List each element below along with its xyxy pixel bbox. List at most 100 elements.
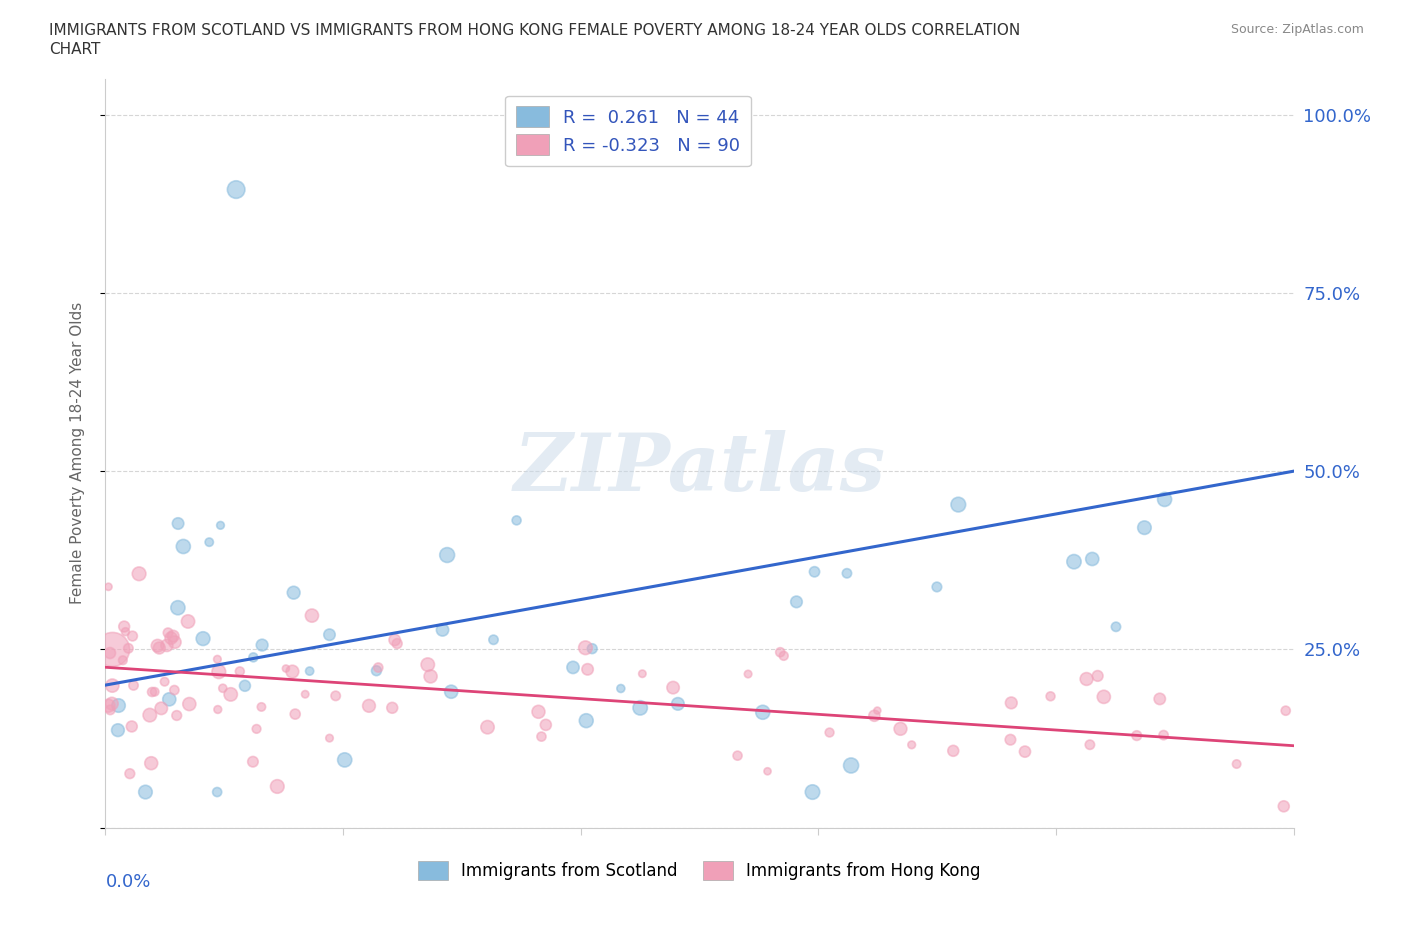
Point (98, 702, 121, 717)
Point (769, 644, 792, 659)
Point (101, 678, 124, 693)
Point (628, 700, 651, 715)
Point (153, 674, 176, 689)
Point (163, 634, 186, 649)
Point (1274, 703, 1296, 718)
Point (1076, 671, 1098, 686)
Point (219, 687, 242, 702)
Point (530, 729, 553, 744)
Text: ZIPatlas: ZIPatlas (513, 430, 886, 507)
Point (97, 579, 120, 594)
Point (785, 594, 807, 609)
Point (112, 619, 135, 634)
Point (107, 723, 129, 737)
Point (527, 704, 550, 719)
Point (333, 752, 356, 767)
Point (101, 697, 124, 711)
Point (1149, 692, 1171, 707)
Point (662, 680, 685, 695)
Point (482, 632, 505, 647)
Point (101, 642, 124, 657)
Point (325, 688, 347, 703)
Point (148, 641, 170, 656)
Point (242, 754, 264, 769)
Point (209, 518, 232, 533)
Point (233, 678, 256, 693)
Text: CHART: CHART (49, 42, 101, 57)
Point (889, 722, 911, 737)
Point (367, 660, 389, 675)
Point (900, 737, 922, 752)
Point (250, 699, 273, 714)
Point (150, 701, 173, 716)
Point (205, 785, 228, 800)
Point (118, 766, 141, 781)
Point (156, 638, 179, 653)
Point (128, 566, 150, 581)
Point (121, 719, 143, 734)
Text: 0.0%: 0.0% (105, 872, 150, 891)
Point (1126, 728, 1149, 743)
Point (141, 684, 163, 699)
Point (863, 709, 886, 724)
Text: Source: ZipAtlas.com: Source: ZipAtlas.com (1230, 23, 1364, 36)
Point (266, 779, 288, 794)
Point (357, 698, 380, 713)
Point (803, 565, 825, 579)
Point (737, 667, 759, 682)
Point (160, 631, 183, 645)
Point (666, 697, 689, 711)
Point (97, 698, 120, 713)
Point (111, 653, 134, 668)
Point (581, 641, 603, 656)
Point (1153, 727, 1175, 742)
Point (432, 622, 454, 637)
Point (948, 498, 970, 512)
Point (866, 703, 889, 718)
Point (1000, 732, 1022, 747)
Point (752, 705, 775, 720)
Point (576, 662, 599, 677)
Legend: Immigrants from Scotland, Immigrants from Hong Kong: Immigrants from Scotland, Immigrants fro… (412, 854, 987, 886)
Point (198, 535, 221, 550)
Point (117, 641, 139, 656)
Point (281, 664, 304, 679)
Text: IMMIGRANTS FROM SCOTLAND VS IMMIGRANTS FROM HONG KONG FEMALE POVERTY AMONG 18-24: IMMIGRANTS FROM SCOTLAND VS IMMIGRANTS F… (49, 23, 1021, 38)
Point (107, 698, 129, 713)
Point (318, 731, 340, 746)
Point (574, 641, 596, 656)
Point (1039, 689, 1062, 704)
Point (610, 681, 633, 696)
Point (177, 614, 200, 629)
Point (436, 548, 458, 563)
Point (225, 182, 247, 197)
Point (366, 663, 388, 678)
Point (167, 600, 190, 615)
Point (562, 660, 585, 675)
Point (284, 707, 307, 722)
Point (1105, 619, 1128, 634)
Point (166, 708, 188, 723)
Point (727, 749, 749, 764)
Point (229, 664, 252, 679)
Point (756, 764, 779, 778)
Point (1081, 551, 1104, 566)
Point (772, 648, 794, 663)
Point (839, 758, 862, 773)
Point (631, 666, 654, 681)
Point (1133, 520, 1156, 535)
Point (301, 608, 323, 623)
Point (98, 645, 121, 660)
Point (381, 700, 404, 715)
Point (925, 579, 948, 594)
Point (1078, 737, 1101, 752)
Point (1272, 799, 1295, 814)
Point (143, 684, 166, 699)
Point (208, 664, 231, 679)
Point (835, 565, 858, 580)
Point (318, 627, 340, 642)
Point (157, 692, 180, 707)
Point (122, 678, 145, 693)
Point (942, 743, 965, 758)
Point (385, 636, 408, 651)
